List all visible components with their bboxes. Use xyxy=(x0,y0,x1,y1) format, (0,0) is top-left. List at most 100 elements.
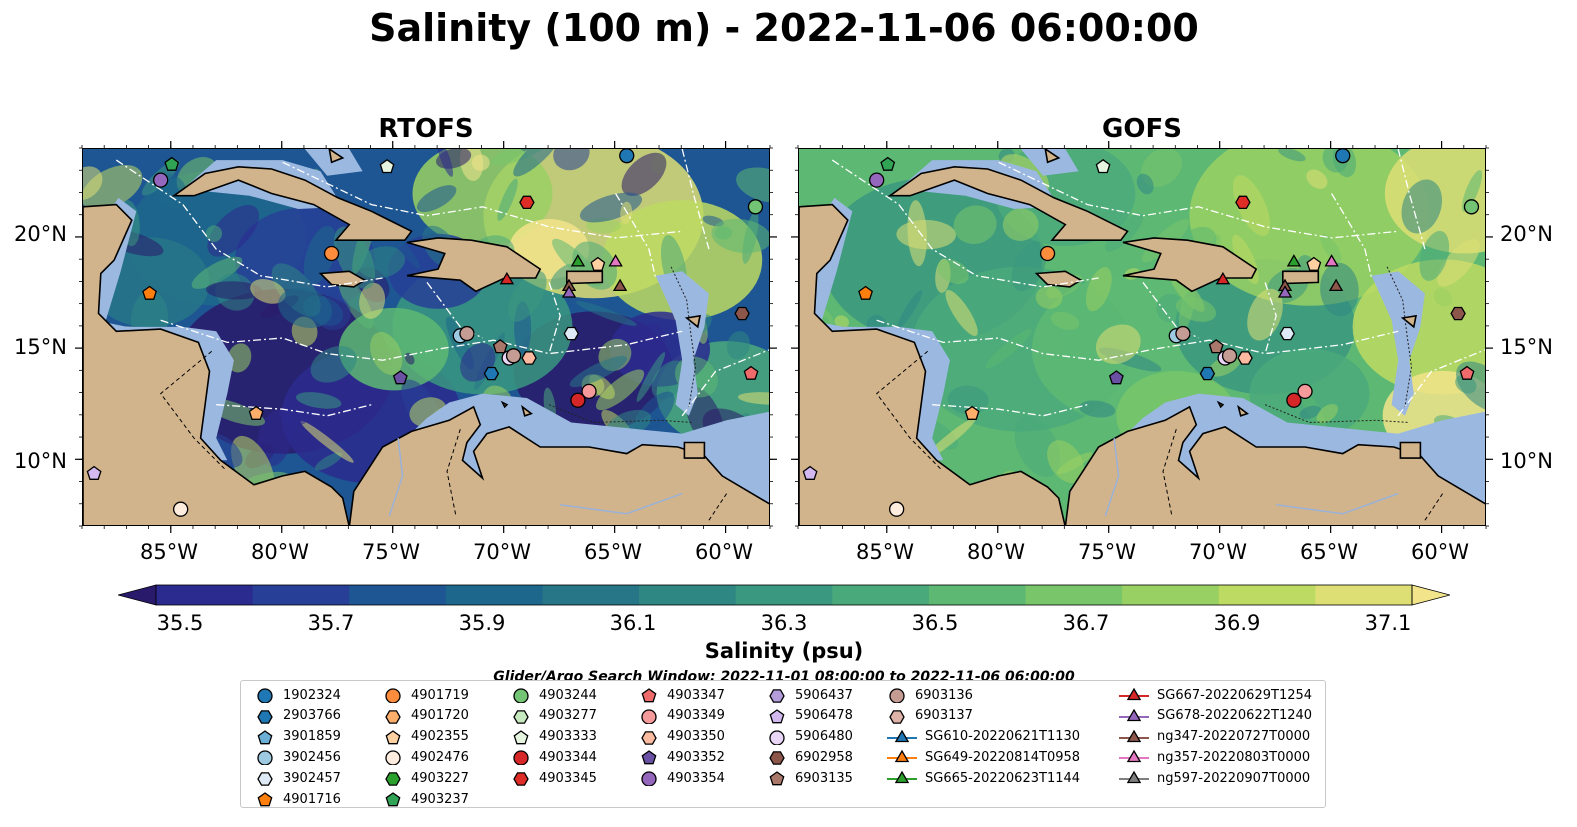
legend-marker-icon xyxy=(889,688,905,703)
land xyxy=(1399,441,1422,459)
legend-marker xyxy=(1126,729,1142,742)
platform-marker xyxy=(1095,158,1111,174)
platform-marker xyxy=(1208,339,1224,354)
legend-item: 4902476 xyxy=(383,747,469,767)
platform-marker xyxy=(323,245,340,262)
legend-marker xyxy=(769,751,785,766)
platform-marker xyxy=(1221,348,1238,364)
platform-marker xyxy=(1039,245,1056,262)
platform-marker xyxy=(379,158,395,174)
platform-marker xyxy=(1108,370,1124,385)
land xyxy=(328,149,345,164)
platform-marker xyxy=(570,392,586,408)
lon-label: 85°W xyxy=(856,540,914,564)
platform-marker xyxy=(392,370,408,385)
land xyxy=(1064,405,1485,525)
legend-marker xyxy=(385,729,401,744)
eez-boundary xyxy=(282,161,683,239)
eez-boundary xyxy=(1397,149,1426,250)
lon-label: 65°W xyxy=(1300,540,1358,564)
legend-label: 3902456 xyxy=(283,749,341,765)
legend-marker xyxy=(513,729,529,744)
colorbar-tick: 37.1 xyxy=(1364,611,1412,635)
legend-marker xyxy=(1126,708,1142,721)
legend-marker-icon xyxy=(887,770,917,784)
land xyxy=(83,203,350,525)
platform-marker xyxy=(164,156,180,171)
legend-label: 4903354 xyxy=(667,770,725,786)
legend-marker xyxy=(641,771,657,787)
map-panel-gofs[interactable] xyxy=(798,148,1486,526)
platform-marker xyxy=(1279,326,1296,341)
legend-marker xyxy=(641,750,657,765)
river xyxy=(1104,438,1120,517)
legend-marker-icon xyxy=(257,729,273,744)
map-panel-rtofs[interactable] xyxy=(82,148,770,526)
legend-marker-icon xyxy=(257,688,273,703)
legend-label: SG667-20220629T1254 xyxy=(1157,687,1313,703)
legend-item: SG667-20220629T1254 xyxy=(1119,685,1312,705)
legend-marker-icon xyxy=(889,710,905,724)
colorbar-tick: 36.3 xyxy=(760,611,808,635)
platform-marker xyxy=(1297,383,1313,400)
legend-label: 5906480 xyxy=(795,729,853,745)
platform-marker xyxy=(1463,199,1480,215)
legend-marker-icon xyxy=(385,729,401,744)
land xyxy=(521,404,533,417)
legend-marker xyxy=(385,792,401,807)
colorbar-tick: 36.7 xyxy=(1062,611,1110,635)
legend-marker-icon xyxy=(1119,729,1149,742)
legend-marker xyxy=(894,729,910,742)
river xyxy=(560,492,683,515)
colorbar-tick: 36.1 xyxy=(609,611,657,635)
legend-item: 4903349 xyxy=(639,706,725,726)
legend-item: 4903277 xyxy=(511,706,597,726)
legend-item: 1902324 xyxy=(255,685,341,705)
legend-marker-icon xyxy=(769,751,785,766)
legend-marker xyxy=(513,710,529,724)
land xyxy=(1216,400,1225,409)
legend-marker xyxy=(641,709,657,724)
legend-marker-icon xyxy=(887,729,917,742)
legend-item: 4901720 xyxy=(383,706,469,726)
eez-boundary xyxy=(932,404,1088,417)
eez-boundary xyxy=(681,149,710,250)
land xyxy=(565,270,604,285)
lon-label: 60°W xyxy=(695,540,753,564)
legend-marker xyxy=(889,710,905,724)
shelf-area xyxy=(1020,149,1079,176)
lat-label: 10°N xyxy=(14,449,67,473)
legend-label: 4901716 xyxy=(283,791,341,807)
colorbar-tick: 35.5 xyxy=(156,611,204,635)
legend-marker-icon xyxy=(513,750,529,766)
land xyxy=(799,203,1066,525)
land xyxy=(1281,270,1320,285)
legend-label: 6903135 xyxy=(795,770,853,786)
border xyxy=(1162,429,1177,516)
shelf-area xyxy=(304,149,363,176)
legend-marker-icon xyxy=(769,771,785,786)
legend-label: SG678-20220622T1240 xyxy=(1157,708,1313,724)
legend-marker xyxy=(385,710,401,724)
legend-label: ng357-20220803T0000 xyxy=(1157,749,1311,765)
legend-item: 4903345 xyxy=(511,768,597,788)
legend-marker-icon xyxy=(769,689,785,703)
eez-boundary xyxy=(831,159,1099,288)
legend-marker xyxy=(641,730,657,745)
platform-marker xyxy=(889,501,905,517)
legend-label: 4903333 xyxy=(539,729,597,745)
panel-title-gofs: GOFS xyxy=(1102,114,1182,144)
platform-marker xyxy=(483,366,500,381)
legend-item: 5906437 xyxy=(767,685,853,705)
lon-label: 65°W xyxy=(584,540,642,564)
legend-label: 4901719 xyxy=(411,687,469,703)
legend-item: 4903333 xyxy=(511,727,597,747)
platform-marker xyxy=(1328,278,1344,292)
legend-marker xyxy=(513,750,529,766)
legend-item: 4903344 xyxy=(511,747,597,767)
legend: 1902324 2903766 3901859 3902456 3902457 49017… xyxy=(240,680,1326,808)
lon-label: 80°W xyxy=(967,540,1025,564)
platform-marker xyxy=(1286,392,1302,408)
legend-item: 4903352 xyxy=(639,747,725,767)
